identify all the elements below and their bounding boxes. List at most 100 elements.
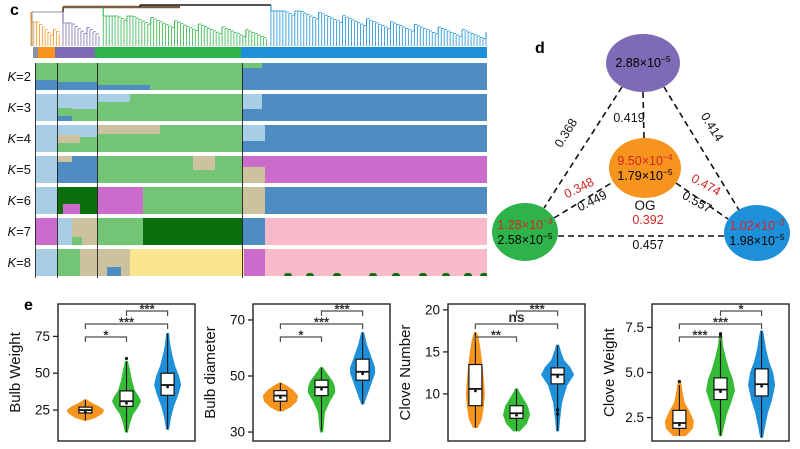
outlier-dot [677, 379, 682, 384]
admixture-segment [242, 63, 263, 90]
admixture-segment [57, 94, 73, 121]
k-label-3: K=3 [7, 100, 32, 115]
admixture-row-k4 [35, 125, 487, 152]
admixture-segment [80, 187, 98, 214]
k-label-7: K=7 [7, 224, 32, 239]
panel-d-label: d [535, 40, 545, 57]
cluster-bar-segment-bargreen [95, 47, 241, 58]
admixture-segment [35, 187, 58, 214]
group-separator [242, 63, 244, 278]
admixture-segment [35, 125, 58, 152]
significance-label: *** [119, 315, 135, 330]
admixture-segment [35, 63, 58, 90]
admixture-k-labels: K=2 K=3 K=4 K=5 K=6 K=7 K=8 [0, 63, 32, 280]
edge-label-0.392: 0.392 [632, 213, 664, 227]
mean-dot [84, 410, 87, 414]
y-axis-label: Bulb Weight [7, 331, 24, 412]
admixture-segment [264, 125, 487, 152]
admixture-segment [265, 187, 487, 214]
significance-label: *** [334, 302, 350, 317]
admixture-row-k5 [35, 156, 487, 183]
significance-label: * [103, 328, 109, 343]
noise-spike [441, 273, 450, 276]
y-tick-label: 70 [230, 312, 245, 327]
admixture-segment [35, 249, 58, 276]
box-plot [119, 390, 134, 407]
significance-label: *** [529, 302, 545, 317]
noise-spike [464, 273, 473, 276]
admixture-segment [242, 218, 266, 245]
admixture-segment [80, 249, 108, 276]
cluster-assignment-bar [33, 47, 487, 58]
dendrogram-cluster-orange [30, 12, 60, 46]
group-separator [35, 63, 36, 278]
admixture-segment [72, 156, 98, 183]
mean-dot [361, 372, 364, 376]
admixture-segment [265, 218, 487, 245]
noise-spike [369, 273, 378, 276]
admixture-segment [63, 187, 81, 214]
admixture-segment [129, 249, 245, 276]
admixture-segment [242, 94, 263, 121]
admixture-segment [57, 156, 73, 183]
violin-plot-2: 10 15 20 Clove Number *** ns ** [397, 302, 586, 442]
admixture-segment [242, 125, 266, 152]
admixture-segment [72, 218, 84, 245]
admixture-segment [57, 125, 81, 152]
network-node-green: 1.28×10−3 2.58×10−5 [492, 203, 558, 261]
y-tick-label: 75 [35, 329, 50, 344]
significance-label: * [298, 328, 304, 343]
edge-label-0.419: 0.419 [613, 111, 645, 125]
k-label-6: K=6 [7, 193, 32, 208]
significance-bracket [279, 323, 364, 329]
significance-bracket [125, 310, 169, 316]
outlier-dot [718, 332, 723, 336]
admixture-segment [35, 156, 58, 183]
admixture-segment [96, 125, 161, 152]
admixture-segment [242, 187, 266, 214]
admixture-segment [107, 249, 122, 276]
admixture-segment [214, 156, 243, 183]
y-tick-label: 5.0 [625, 365, 644, 380]
box-plot [468, 363, 483, 407]
admixture-segment [261, 63, 487, 90]
group-separator [96, 63, 98, 278]
significance-bracket [678, 336, 722, 342]
box-plot [355, 358, 370, 381]
significance-bracket [84, 336, 128, 342]
admixture-plot [35, 63, 487, 278]
k-label-5: K=5 [7, 162, 32, 177]
network-edge [675, 182, 729, 220]
admixture-segment [96, 63, 151, 90]
network-edge [642, 91, 645, 139]
admixture-row-k2 [35, 63, 487, 90]
admixture-row-k7 [35, 218, 487, 245]
significance-label: * [739, 302, 745, 317]
noise-spike [283, 273, 292, 276]
dendrogram [30, 4, 487, 46]
admixture-segment [143, 187, 243, 214]
mean-dot [556, 375, 559, 379]
admixture-segment [57, 63, 98, 90]
mean-dot [474, 389, 477, 393]
significance-label: ns [508, 309, 525, 325]
admixture-segment [96, 94, 131, 121]
y-tick-label: 7.5 [625, 320, 644, 335]
admixture-segment [265, 156, 487, 183]
y-tick-label: 10 [425, 386, 440, 401]
admixture-segment [57, 249, 81, 276]
admixture-segment [265, 249, 487, 276]
admixture-segment [193, 156, 216, 183]
significance-bracket [84, 323, 169, 329]
network-node-orange: 9.50×10−4 1.79×10−5 [609, 138, 681, 198]
admixture-segment [72, 94, 98, 121]
admixture-segment [35, 218, 58, 245]
significance-bracket [719, 310, 763, 316]
significance-label: *** [139, 302, 155, 317]
significance-label: *** [713, 315, 729, 330]
cluster-bar-segment-purple [55, 47, 96, 58]
